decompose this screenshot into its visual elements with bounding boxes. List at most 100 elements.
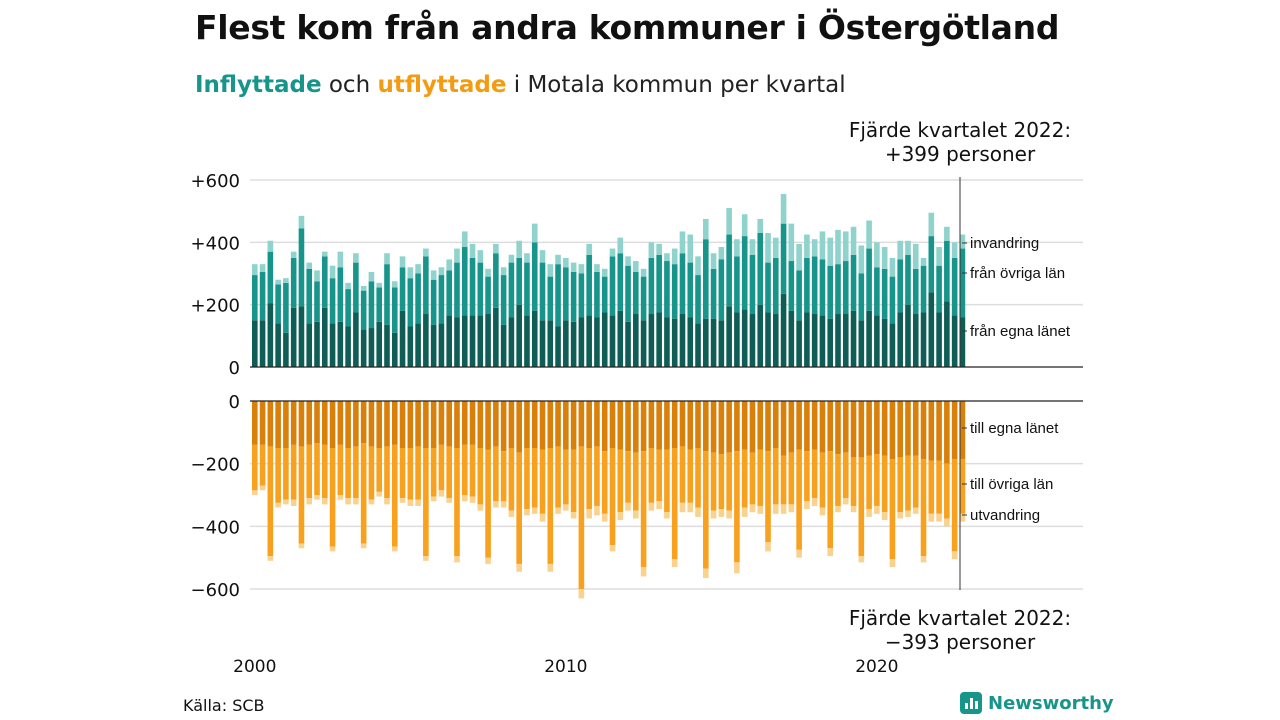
bar-out-2-q42 (578, 589, 585, 599)
annotation-bottom: Fjärde kvartalet 2022: −393 personer (830, 606, 1090, 654)
bar-out-2-q9 (321, 498, 328, 505)
bar-in-1-q50 (640, 276, 647, 321)
bar-out-2-q78 (858, 556, 865, 563)
bar-in-2-q68 (780, 194, 787, 224)
bar-in-0-q2 (267, 303, 274, 367)
bar-out-0-q23 (430, 401, 437, 448)
bar-out-2-q22 (423, 556, 429, 561)
bar-in-0-q29 (477, 315, 484, 367)
bar-in-1-q28 (469, 257, 476, 316)
bar-out-1-q36 (531, 448, 538, 508)
bar-in-0-q70 (796, 320, 802, 367)
bar-out-0-q43 (586, 401, 592, 448)
bar-out-0-q71 (804, 401, 810, 452)
bar-in-0-q72 (811, 314, 818, 367)
bar-in-1-q15 (368, 281, 375, 329)
bar-out-0-q35 (524, 401, 530, 448)
bar-in-2-q40 (563, 257, 569, 268)
bar-in-1-q89 (944, 240, 950, 302)
bar-out-2-q34 (516, 563, 522, 572)
bar-in-1-q27 (461, 247, 468, 316)
bar-in-0-q71 (804, 312, 810, 367)
bar-in-2-q8 (314, 270, 320, 282)
bar-in-0-q65 (757, 304, 764, 367)
bar-out-0-q7 (306, 401, 313, 445)
bar-in-2-q31 (493, 243, 499, 254)
bar-in-0-q42 (578, 317, 585, 367)
bar-in-1-q59 (710, 268, 717, 319)
bar-in-1-q52 (656, 254, 662, 313)
bar-out-1-q38 (547, 448, 554, 564)
bar-in-2-q24 (438, 267, 445, 276)
bar-out-1-q72 (811, 449, 818, 499)
bar-out-2-q13 (353, 498, 359, 505)
bar-out-0-q27 (461, 401, 468, 445)
bar-out-0-q68 (780, 401, 787, 456)
bar-in-1-q85 (912, 268, 919, 315)
bar-in-1-q57 (695, 275, 701, 324)
bar-out-2-q57 (695, 507, 701, 517)
bar-out-2-q89 (944, 518, 950, 527)
bar-out-2-q29 (477, 504, 484, 511)
bar-out-1-q15 (368, 446, 375, 500)
bar-out-0-q89 (944, 401, 950, 464)
bar-out-1-q42 (578, 446, 585, 589)
bar-in-1-q87 (928, 236, 935, 293)
bar-out-0-q33 (508, 401, 515, 448)
bar-in-0-q46 (609, 315, 616, 367)
bar-in-2-q32 (500, 267, 507, 276)
bar-out-0-q69 (788, 401, 795, 453)
bar-in-0-q25 (446, 315, 452, 367)
bar-in-2-q43 (586, 243, 592, 255)
bar-in-2-q54 (671, 248, 678, 265)
bar-in-0-q0 (252, 320, 258, 367)
bar-in-1-q14 (360, 290, 367, 330)
bar-in-0-q88 (936, 312, 942, 367)
bar-out-0-q72 (811, 401, 818, 450)
bar-out-1-q49 (633, 452, 639, 511)
bar-in-1-q33 (508, 262, 515, 318)
bar-in-1-q8 (314, 281, 320, 322)
bar-out-1-q69 (788, 452, 795, 505)
bar-out-0-q53 (664, 401, 670, 450)
bar-out-1-q86 (920, 458, 927, 557)
bar-out-2-q18 (391, 546, 398, 552)
series-label-top: från egna länet (970, 323, 1071, 340)
bar-in-0-q28 (469, 315, 476, 367)
series-label-bottom: till egna länet (970, 420, 1059, 437)
bar-in-0-q91 (959, 317, 966, 367)
bar-in-1-q73 (819, 259, 826, 316)
bar-out-1-q0 (252, 444, 258, 491)
subtitle-outflow: utflyttade (377, 72, 507, 98)
bar-in-0-q49 (633, 314, 639, 367)
bar-out-0-q19 (399, 401, 406, 448)
bar-in-1-q78 (858, 273, 865, 321)
bar-in-2-q63 (741, 214, 748, 237)
y-tick-top: +200 (191, 296, 240, 317)
bar-out-1-q85 (912, 455, 919, 508)
chart-subtitle: Inflyttade och utflyttade i Motala kommu… (195, 72, 846, 98)
bar-in-2-q55 (679, 231, 686, 254)
bar-out-2-q50 (640, 567, 647, 577)
bar-in-1-q74 (827, 265, 834, 319)
bar-in-1-q1 (259, 271, 266, 321)
bar-in-1-q84 (905, 254, 911, 305)
bar-in-2-q47 (617, 237, 624, 254)
bar-out-0-q90 (951, 401, 958, 459)
bar-in-1-q9 (321, 256, 328, 308)
bar-in-2-q71 (804, 234, 810, 258)
bar-in-0-q8 (314, 321, 320, 367)
bar-in-2-q5 (290, 251, 297, 258)
bar-in-0-q14 (360, 329, 367, 367)
bar-out-2-q53 (664, 512, 670, 519)
bar-in-1-q48 (625, 265, 631, 322)
bar-out-0-q58 (703, 401, 709, 452)
bar-in-2-q84 (905, 240, 911, 255)
bar-in-0-q64 (749, 314, 756, 367)
bar-out-2-q3 (275, 502, 281, 508)
bar-in-0-q51 (648, 314, 655, 367)
bar-in-2-q89 (944, 226, 950, 241)
bar-out-1-q1 (259, 444, 266, 486)
bar-out-2-q73 (819, 507, 826, 516)
bar-in-1-q54 (671, 264, 678, 319)
